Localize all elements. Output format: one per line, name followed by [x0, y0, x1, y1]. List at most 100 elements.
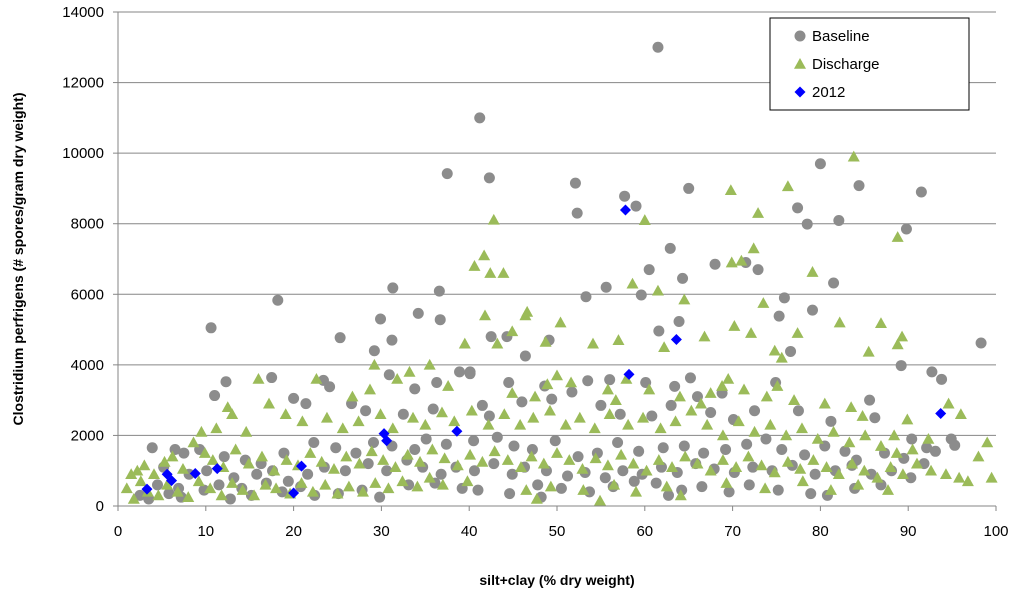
baseline-point	[434, 314, 446, 326]
baseline-point	[653, 325, 665, 337]
discharge-point	[824, 484, 837, 495]
discharge-point	[620, 372, 633, 384]
baseline-point	[792, 202, 804, 214]
discharge-point	[818, 397, 831, 409]
discharge-point	[515, 461, 528, 472]
discharge-point	[704, 387, 717, 398]
baseline-point	[324, 381, 336, 393]
x-tick-label: 100	[983, 523, 1008, 540]
y-tick-label: 6000	[71, 286, 104, 303]
baseline-point	[646, 410, 658, 422]
2012-point	[296, 460, 308, 472]
discharge-point	[482, 418, 495, 430]
discharge-point	[382, 482, 395, 494]
baseline-point	[684, 372, 696, 384]
discharge-point	[487, 213, 500, 225]
baseline-point	[508, 440, 520, 452]
baseline-point	[350, 447, 362, 459]
baseline-point	[936, 373, 948, 385]
discharge-point	[451, 459, 464, 471]
x-tick-label: 80	[812, 523, 829, 540]
discharge-point	[720, 477, 733, 488]
y-tick-label: 0	[96, 498, 104, 515]
discharge-point	[891, 338, 904, 350]
x-tick-label: 0	[114, 523, 122, 540]
baseline-point	[397, 408, 409, 420]
discharge-point	[953, 471, 966, 483]
discharge-point	[601, 459, 614, 471]
baseline-point	[698, 447, 710, 459]
baseline-point	[288, 392, 300, 404]
discharge-point	[554, 316, 567, 328]
discharge-point	[791, 327, 804, 338]
discharge-point	[732, 415, 745, 427]
discharge-point	[660, 480, 673, 492]
discharge-point	[529, 390, 542, 402]
discharge-point	[833, 316, 846, 328]
baseline-point	[412, 307, 424, 319]
baseline-point	[566, 386, 578, 398]
discharge-point	[252, 372, 265, 384]
y-tick-label: 8000	[71, 216, 104, 233]
discharge-point	[627, 457, 640, 469]
discharge-point	[414, 455, 427, 467]
discharge-point	[722, 372, 735, 384]
baseline-point	[367, 436, 379, 448]
baseline-point	[665, 399, 677, 411]
baseline-point	[814, 158, 826, 170]
baseline-point	[785, 345, 797, 357]
discharge-point	[340, 450, 353, 462]
discharge-point	[491, 337, 504, 349]
baseline-point	[664, 242, 676, 254]
baseline-point	[809, 468, 821, 480]
discharge-point	[622, 418, 635, 430]
discharge-point	[458, 337, 471, 349]
discharge-point	[757, 297, 770, 308]
discharge-point	[468, 260, 481, 271]
baseline-point	[387, 282, 399, 294]
baseline-point	[282, 475, 294, 487]
baseline-point	[218, 451, 230, 463]
discharge-point	[435, 406, 448, 418]
baseline-point	[929, 445, 941, 457]
discharge-point	[539, 335, 552, 347]
x-tick-label: 30	[373, 523, 390, 540]
discharge-point	[255, 450, 268, 462]
discharge-point	[210, 422, 223, 434]
x-tick-label: 90	[900, 523, 917, 540]
discharge-point	[403, 365, 416, 377]
baseline-point	[709, 258, 721, 270]
baseline-point	[330, 442, 342, 454]
baseline-point	[657, 442, 669, 454]
2012-point	[211, 463, 223, 475]
discharge-point	[436, 478, 449, 490]
discharge-point	[377, 454, 390, 465]
discharge-point	[981, 436, 994, 448]
baseline-point	[272, 294, 284, 306]
discharge-point	[609, 394, 622, 405]
discharge-point	[724, 184, 737, 195]
baseline-point	[300, 398, 312, 410]
discharge-point	[484, 267, 497, 278]
baseline-point	[431, 377, 443, 388]
baseline-point	[828, 277, 840, 289]
discharge-point	[716, 380, 729, 391]
legend-label-discharge: Discharge	[812, 56, 880, 73]
discharge-point	[862, 345, 875, 357]
discharge-point	[187, 436, 200, 448]
baseline-point	[778, 292, 790, 304]
discharge-point	[423, 358, 436, 370]
discharge-point	[654, 422, 667, 434]
discharge-point	[176, 462, 189, 474]
discharge-point	[694, 397, 707, 409]
y-tick-label: 12000	[62, 75, 104, 92]
baseline-point	[464, 366, 476, 378]
discharge-point	[691, 457, 704, 469]
baseline-point	[488, 458, 500, 470]
discharge-point	[423, 471, 436, 483]
discharge-point	[771, 380, 784, 391]
baseline-point	[572, 451, 584, 463]
baseline-point	[677, 272, 689, 284]
baseline-point	[752, 264, 764, 276]
discharge-point	[342, 480, 355, 492]
